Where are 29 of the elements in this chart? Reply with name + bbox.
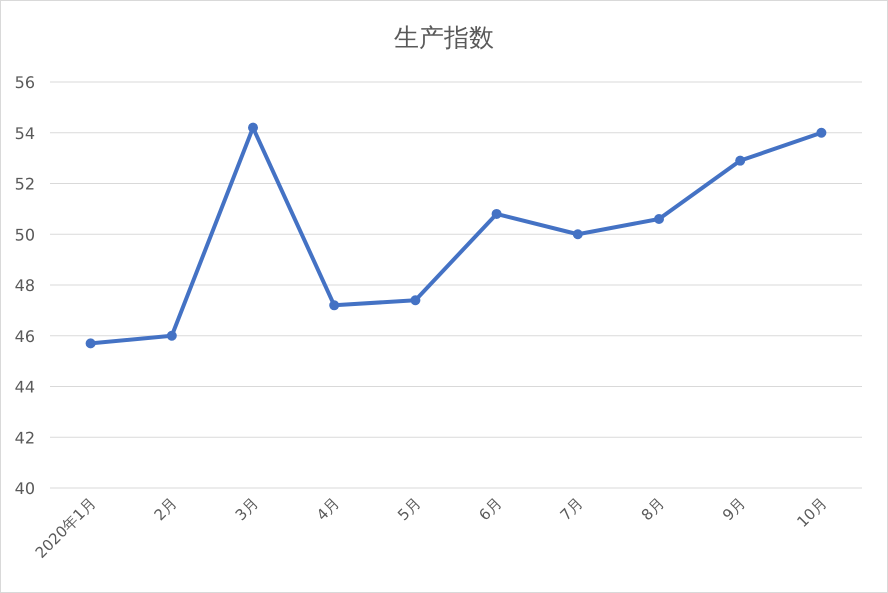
y-tick-label: 52 — [14, 174, 35, 194]
point — [572, 229, 583, 240]
point — [329, 300, 340, 310]
x-tick-label: 2月 — [150, 494, 181, 524]
chart-title: 生产指数 — [394, 23, 494, 52]
x-tick-label: 7月 — [556, 494, 587, 524]
y-tick-label: 56 — [14, 73, 35, 92]
point — [735, 156, 746, 166]
y-tick-label: 54 — [14, 124, 35, 143]
y-tick-label: 46 — [14, 326, 35, 346]
x-tick-label: 9月 — [718, 494, 750, 524]
point — [654, 214, 664, 224]
x-tick-label: 6月 — [475, 494, 506, 524]
point — [492, 208, 502, 219]
y-tick-label: 50 — [14, 225, 35, 244]
point — [816, 128, 826, 138]
x-tick-label: 3月 — [232, 494, 262, 524]
point — [166, 330, 177, 341]
x-tick-label: 4月 — [312, 494, 344, 524]
y-tick-label: 48 — [14, 276, 35, 295]
x-tick-label: 10月 — [793, 494, 830, 531]
y-tick-label: 44 — [14, 378, 35, 396]
x-tick-label: 8月 — [638, 494, 668, 524]
point — [410, 295, 420, 306]
point — [248, 122, 258, 133]
y-tick-label: 42 — [14, 428, 35, 448]
y-tick-label: 40 — [14, 479, 35, 498]
x-tick-label: 5月 — [394, 494, 424, 524]
point — [86, 338, 96, 348]
